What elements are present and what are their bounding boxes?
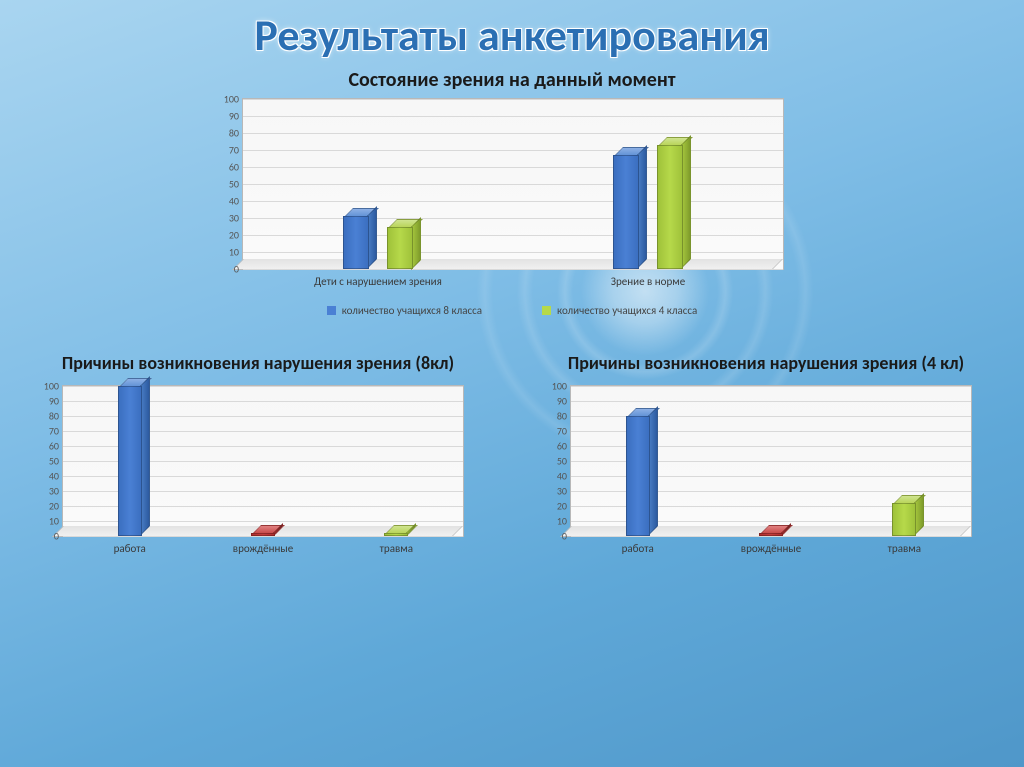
category-label: Зрение в норме — [578, 275, 718, 288]
y-tick: 90 — [49, 394, 59, 407]
bar — [118, 386, 142, 536]
chart-2-title: Причины возникновения нарушения зрения (… — [28, 353, 488, 375]
y-tick: 40 — [557, 469, 567, 482]
y-tick: 30 — [229, 212, 239, 225]
y-tick: 80 — [49, 409, 59, 422]
bar — [892, 503, 916, 536]
chart-3-title: Причины возникновения нарушения зрения (… — [536, 353, 996, 375]
bar — [626, 416, 650, 536]
y-tick: 20 — [229, 229, 239, 242]
y-tick: 0 — [54, 529, 59, 542]
legend-label: количество учащихся 4 класса — [557, 304, 697, 317]
y-tick: 0 — [234, 263, 239, 276]
y-tick: 0 — [562, 529, 567, 542]
chart-1-plot: 0102030405060708090100Дети с нарушением … — [242, 98, 784, 270]
y-tick: 20 — [49, 499, 59, 512]
chart-1: Состояние зрения на данный момент 010203… — [202, 68, 822, 317]
y-tick: 100 — [44, 379, 59, 392]
bar — [387, 227, 413, 270]
y-tick: 80 — [557, 409, 567, 422]
category-label: работа — [583, 542, 693, 555]
y-tick: 40 — [49, 469, 59, 482]
legend-swatch — [542, 306, 551, 315]
legend-swatch — [327, 306, 336, 315]
legend-label: количество учащихся 8 класса — [342, 304, 482, 317]
category-label: работа — [75, 542, 185, 555]
y-tick: 50 — [229, 178, 239, 191]
y-tick: 50 — [49, 454, 59, 467]
category-label: Дети с нарушением зрения — [308, 275, 448, 288]
y-tick: 100 — [224, 93, 239, 106]
y-tick: 60 — [557, 439, 567, 452]
y-tick: 70 — [229, 144, 239, 157]
category-label: травма — [341, 542, 451, 555]
y-tick: 70 — [49, 424, 59, 437]
chart-2: Причины возникновения нарушения зрения (… — [28, 353, 488, 537]
chart-2-plot: 0102030405060708090100работаврождённыетр… — [62, 385, 464, 537]
chart-3-plot: 0102030405060708090100работаврождённыетр… — [570, 385, 972, 537]
chart-1-legend: количество учащихся 8 класса количество у… — [202, 304, 822, 317]
y-tick: 40 — [229, 195, 239, 208]
y-tick: 10 — [229, 246, 239, 259]
y-tick: 90 — [229, 110, 239, 123]
y-tick: 60 — [49, 439, 59, 452]
page-title: Результаты анкетирования — [0, 8, 1024, 62]
category-label: врождённые — [208, 542, 318, 555]
bar — [251, 533, 275, 536]
y-tick: 30 — [557, 484, 567, 497]
y-tick: 70 — [557, 424, 567, 437]
y-tick: 30 — [49, 484, 59, 497]
y-tick: 60 — [229, 161, 239, 174]
y-tick: 10 — [49, 514, 59, 527]
category-label: травма — [849, 542, 959, 555]
bar — [613, 155, 639, 269]
legend-item: количество учащихся 4 класса — [542, 304, 697, 317]
y-tick: 80 — [229, 127, 239, 140]
chart-1-title: Состояние зрения на данный момент — [202, 68, 822, 92]
bar — [759, 533, 783, 536]
y-tick: 10 — [557, 514, 567, 527]
y-tick: 90 — [557, 394, 567, 407]
y-tick: 100 — [552, 379, 567, 392]
legend-item: количество учащихся 8 класса — [327, 304, 482, 317]
chart-3: Причины возникновения нарушения зрения (… — [536, 353, 996, 537]
bar — [343, 216, 369, 269]
bar — [384, 533, 408, 536]
bar — [657, 145, 683, 269]
y-tick: 50 — [557, 454, 567, 467]
category-label: врождённые — [716, 542, 826, 555]
y-tick: 20 — [557, 499, 567, 512]
